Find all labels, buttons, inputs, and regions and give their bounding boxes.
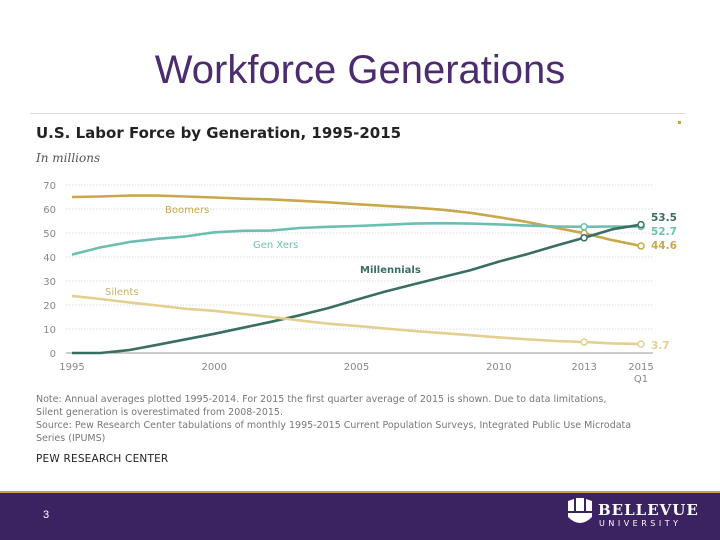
y-tick-label-20: 20 — [43, 301, 56, 312]
series-line-millennials — [72, 223, 642, 355]
slide-title: Workforce Generations — [154, 48, 566, 92]
series-line-silents — [71, 294, 642, 346]
chart-title: U.S. Labor Force by Generation, 1995-201… — [36, 124, 402, 142]
x-tick-label-1995: 1995 — [59, 362, 84, 373]
marker-silents-2013 — [580, 338, 588, 346]
series-line-gen-xers — [71, 221, 641, 256]
bellevue-shield-icon — [568, 498, 592, 523]
y-tick-label-60: 60 — [43, 205, 56, 216]
source-organization: PEW RESEARCH CENTER — [36, 453, 169, 465]
y-tick-label-70: 70 — [43, 181, 56, 192]
series-name-gen-xers: Gen Xers — [253, 240, 298, 251]
end-value-boomers: 44.6 — [651, 240, 677, 252]
end-value-gen-xers: 52.7 — [651, 226, 677, 238]
x-tick-label-2013: 2013 — [571, 362, 596, 373]
x-tick-label-Q1: Q1 — [634, 374, 648, 385]
series-name-silents: Silents — [105, 287, 139, 298]
y-tick-label-50: 50 — [43, 229, 56, 240]
x-tick-label-2010: 2010 — [486, 362, 511, 373]
end-value-silents: 3.7 — [651, 340, 670, 352]
y-tick-label-40: 40 — [43, 253, 56, 264]
slide-footer: 3 BELLEVUE UNIVERSITY — [0, 491, 720, 540]
marker-millennials-2015 — [637, 220, 645, 229]
end-value-millennials: 53.5 — [651, 212, 677, 224]
logo-name: BELLEVUE — [598, 501, 699, 519]
note-line-2: Silent generation is overestimated from … — [36, 407, 283, 418]
marker-gen-xers-2013 — [580, 223, 588, 231]
marker-millennials-2013 — [580, 234, 588, 242]
note-line-1: Note: Annual averages plotted 1995-2014.… — [36, 394, 607, 405]
x-tick-label-2015: 2015 — [628, 362, 653, 373]
source-line-1: Source: Pew Research Center tabulations … — [36, 420, 632, 431]
y-tick-label-0: 0 — [50, 349, 56, 360]
series-name-boomers: Boomers — [165, 205, 209, 216]
y-tick-label-10: 10 — [43, 325, 56, 336]
chart-notes: Note: Annual averages plotted 1995-2014.… — [36, 393, 686, 445]
slide-number: 3 — [43, 509, 50, 521]
footer-accent-line — [0, 491, 720, 493]
y-tick-label-30: 30 — [43, 277, 56, 288]
x-tick-label-2005: 2005 — [344, 362, 369, 373]
marker-boomers-2015 — [637, 242, 645, 250]
series-name-millennials: Millennials — [360, 265, 421, 276]
logo-subtitle: UNIVERSITY — [599, 519, 682, 528]
chart-panel — [30, 113, 685, 476]
panel-corner-dot — [678, 121, 681, 124]
x-tick-label-2000: 2000 — [202, 362, 227, 373]
chart-subtitle: In millions — [36, 151, 101, 165]
source-line-2: Series (IPUMS) — [36, 433, 106, 444]
marker-silents-2015 — [637, 340, 645, 348]
